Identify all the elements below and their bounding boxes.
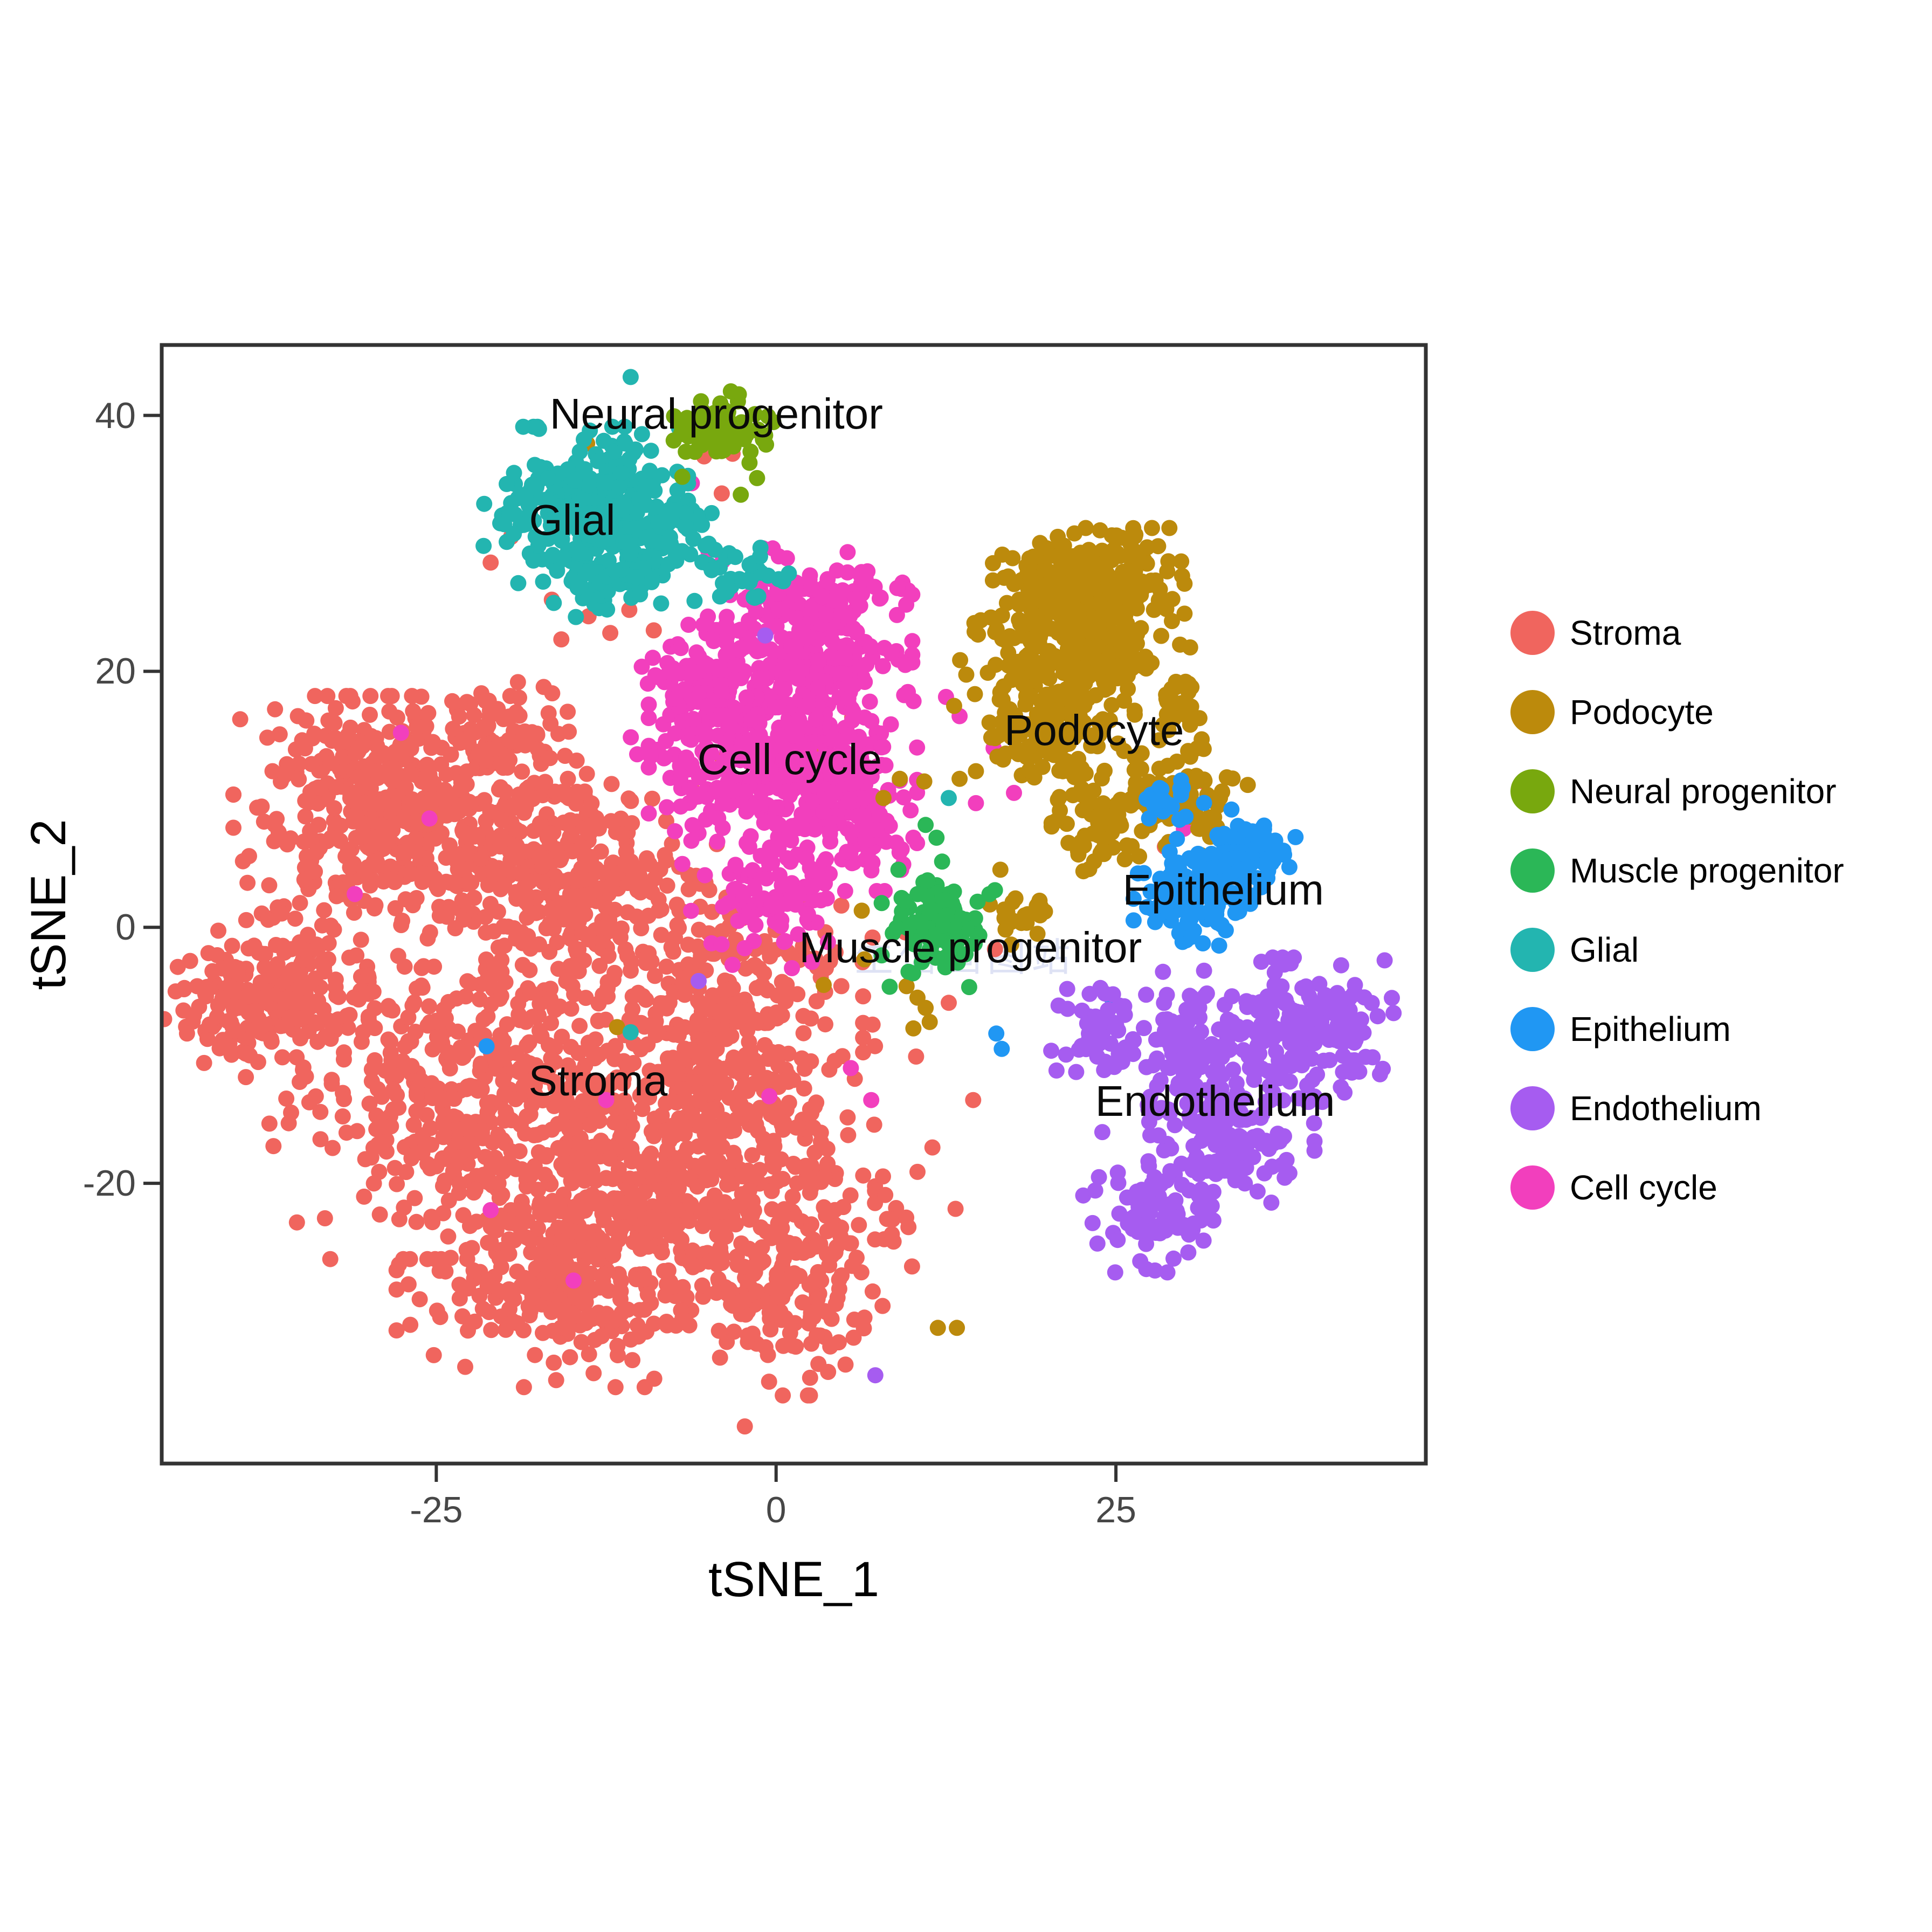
legend-item-podocyte: Podocyte	[1510, 672, 1844, 751]
legend-swatch-icon	[1510, 927, 1555, 972]
legend: Stroma Podocyte Neural progenitor Muscle pr…	[1510, 593, 1844, 1227]
cluster-label-endothelium: Endothelium	[1095, 1077, 1335, 1126]
cluster-neural-points	[665, 383, 782, 503]
legend-label: Epithelium	[1570, 1009, 1731, 1048]
legend-label: Muscle progenitor	[1570, 851, 1844, 890]
y-tick-label: -20	[82, 1163, 136, 1204]
legend-item-glial: Glial	[1510, 910, 1844, 989]
cluster-muscle-points	[873, 817, 1003, 996]
y-tick-label: 20	[95, 651, 136, 692]
legend-label: Cell cycle	[1570, 1168, 1717, 1207]
legend-swatch-icon	[1510, 769, 1555, 813]
cluster-label-glial: Glial	[529, 496, 616, 544]
cluster-glial-points	[475, 369, 957, 1040]
cluster-label-epithelium: Epithelium	[1122, 866, 1324, 914]
legend-swatch-icon	[1510, 1086, 1555, 1130]
cluster-endothelium-points	[691, 627, 1402, 1384]
cluster-label-stroma: Stroma	[528, 1057, 668, 1105]
legend-label: Glial	[1570, 930, 1639, 969]
legend-label: Neural progenitor	[1570, 771, 1837, 811]
legend-swatch-icon	[1510, 848, 1555, 893]
x-tick-label: -25	[410, 1489, 463, 1530]
legend-swatch-icon	[1510, 689, 1555, 734]
legend-swatch-icon	[1510, 1165, 1555, 1210]
y-axis-title: tSNE_2	[21, 818, 76, 990]
x-axis-title: tSNE_1	[708, 1552, 880, 1607]
cluster-label-cell-cycle: Cell cycle	[697, 735, 882, 784]
cluster-label-neural-progenitor: Neural progenitor	[549, 390, 883, 438]
y-tick-label: 0	[115, 907, 136, 948]
cluster-label-muscle-progenitor: Muscle progenitor	[799, 923, 1142, 972]
x-tick-label: 25	[1095, 1489, 1136, 1530]
legend-swatch-icon	[1510, 1006, 1555, 1051]
legend-swatch-icon	[1510, 610, 1555, 655]
cluster-stroma-points	[162, 445, 1211, 1435]
legend-label: Endothelium	[1570, 1088, 1762, 1128]
legend-item-cell-cycle: Cell cycle	[1510, 1148, 1844, 1227]
cluster-epithelium-points	[478, 772, 1304, 1057]
legend-item-epithelium: Epithelium	[1510, 989, 1844, 1068]
plot-area: 生信画图站	[162, 369, 1402, 1435]
legend-label: Stroma	[1570, 613, 1681, 652]
legend-item-muscle-progenitor: Muscle progenitor	[1510, 831, 1844, 910]
x-tick-label: 0	[765, 1489, 786, 1530]
cluster-cellcycle-points	[347, 475, 1192, 1289]
legend-item-stroma: Stroma	[1510, 593, 1844, 672]
panel-border	[160, 343, 1428, 1466]
legend-item-endothelium: Endothelium	[1510, 1068, 1844, 1148]
y-tick-label: 40	[95, 395, 136, 436]
legend-item-neural-progenitor: Neural progenitor	[1510, 751, 1844, 831]
cluster-label-podocyte: Podocyte	[1004, 706, 1184, 754]
legend-label: Podocyte	[1570, 692, 1714, 732]
